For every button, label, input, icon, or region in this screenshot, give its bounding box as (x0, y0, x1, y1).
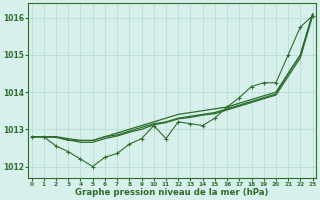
X-axis label: Graphe pression niveau de la mer (hPa): Graphe pression niveau de la mer (hPa) (76, 188, 269, 197)
